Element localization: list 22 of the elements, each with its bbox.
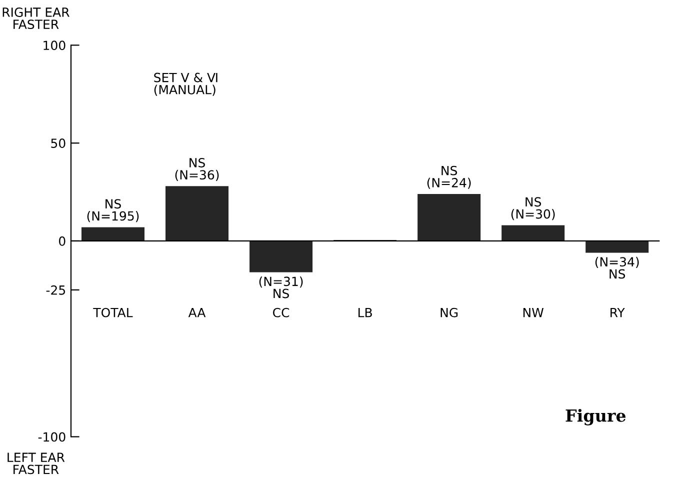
x-tick-label: CC	[272, 308, 290, 318]
annotation: (N=31) NS	[259, 276, 303, 298]
y-tick-label: 0	[58, 236, 66, 246]
x-tick-label: AA	[188, 308, 206, 318]
x-tick-label: NW	[523, 308, 544, 318]
text: LEFT EAR FASTER	[8, 452, 65, 474]
annotation: SET Ⅴ & Ⅵ (MANUAL)	[154, 72, 218, 96]
x-tick-label: LB	[358, 308, 372, 318]
y-tick-label: -100	[38, 432, 66, 442]
annotation: NS (N=30)	[511, 197, 555, 220]
y-tick-label: 100	[44, 40, 66, 50]
annotation: NS (N=195)	[87, 199, 139, 222]
annotation: NS (N=24)	[427, 166, 471, 189]
y-tick-label: -25	[46, 285, 66, 295]
annotation: Figure	[566, 408, 626, 426]
x-tick-label: RY	[610, 308, 625, 318]
y-axis-title: RIGHT EAR FASTER	[2, 8, 70, 30]
x-tick-label: TOTAL	[93, 308, 133, 318]
annotation: NS (N=36)	[175, 158, 219, 182]
annotation: (N=34) NS	[595, 256, 639, 279]
x-tick-label: NG	[440, 308, 458, 318]
y-tick-label: 50	[51, 138, 66, 148]
